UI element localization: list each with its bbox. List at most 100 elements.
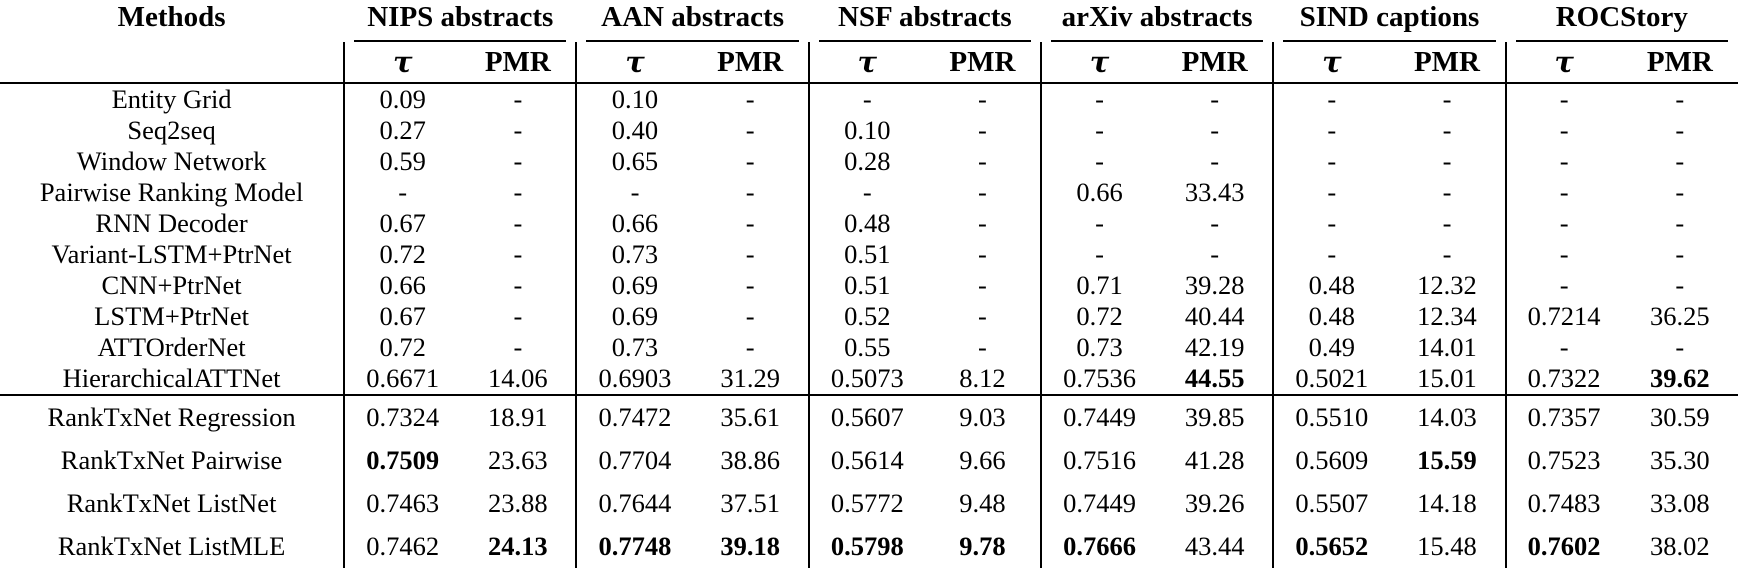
- metric-value: -: [1210, 84, 1220, 114]
- metric-value: -: [745, 84, 755, 114]
- metric-value: -: [1442, 115, 1452, 145]
- metric-value: 39.26: [1184, 488, 1245, 518]
- method-name: RankTxNet ListNet: [66, 488, 277, 518]
- metric-value: -: [745, 301, 755, 331]
- metric-value: 0.7322: [1504, 363, 1622, 395]
- metric-value: -: [978, 146, 987, 176]
- metric-value: 23.63: [488, 445, 548, 475]
- metric-value: -: [1039, 115, 1158, 146]
- metric-value: 0.7748: [575, 525, 693, 568]
- metric-value: 0.10: [807, 115, 925, 146]
- metric-value: -: [513, 177, 523, 207]
- metric-value: 15.48: [1417, 531, 1477, 561]
- dataset-group-label: SIND captions: [1283, 1, 1496, 42]
- metric-value: 0.66: [343, 270, 461, 301]
- metric-value: -: [513, 301, 523, 331]
- metric-value: -: [513, 239, 523, 269]
- metric-value: -: [1210, 115, 1220, 145]
- metric-value: -: [745, 332, 755, 362]
- metric-value: -: [1272, 83, 1390, 115]
- metric-value: -: [1272, 146, 1390, 177]
- pmr-metric-header: PMR: [460, 42, 577, 84]
- dataset-group-header-row: Methods NIPS abstracts AAN abstracts NSF a…: [0, 0, 1738, 84]
- method-name: RankTxNet Pairwise: [60, 445, 283, 475]
- metric-value: -: [513, 332, 523, 362]
- metric-value: 0.52: [807, 301, 925, 332]
- table-row: Pairwise Ranking Model - - - - - -0.66 33.43- - -…: [0, 177, 1738, 208]
- metric-value: 0.7449: [1039, 395, 1158, 439]
- dataset-group-label: AAN abstracts: [586, 1, 799, 42]
- metric-value: 0.73: [1039, 332, 1158, 363]
- metric-value: 0.51: [807, 270, 925, 301]
- pmr-metric-header: PMR: [1621, 42, 1738, 84]
- table-row: RankTxNet Regression 0.7324 18.91 0.7472 35.…: [0, 395, 1738, 439]
- metric-value: 15.59: [1417, 445, 1477, 475]
- metric-value: 0.7214: [1504, 301, 1622, 332]
- metric-value: 0.66: [1039, 177, 1158, 208]
- metric-value: 0.7516: [1039, 439, 1158, 482]
- method-name: CNN+PtrNet: [101, 270, 242, 300]
- ranktxnet-methods-section: RankTxNet Regression 0.7324 18.91 0.7472 35.…: [0, 395, 1738, 568]
- metric-value: -: [978, 332, 987, 362]
- metric-value: 0.7357: [1504, 395, 1622, 439]
- table-row: RankTxNet ListMLE 0.7462 24.13 0.7748 39.18 0…: [0, 525, 1738, 568]
- metric-value: 0.7472: [575, 395, 693, 439]
- metric-value: 0.5609: [1272, 439, 1390, 482]
- metric-value: -: [513, 208, 523, 238]
- method-name: Entity Grid: [111, 84, 232, 114]
- metric-value: 0.7644: [575, 482, 693, 525]
- metric-value: 0.7483: [1504, 482, 1622, 525]
- dataset-group-label: NIPS abstracts: [354, 1, 567, 42]
- metric-value: 8.12: [959, 363, 1006, 393]
- metric-value: 0.69: [575, 270, 693, 301]
- metric-value: -: [978, 270, 987, 300]
- metric-value: 0.51: [807, 239, 925, 270]
- metric-value: -: [1272, 239, 1390, 270]
- metric-value: -: [978, 208, 987, 238]
- metric-value: -: [745, 239, 755, 269]
- method-name: Window Network: [76, 146, 267, 176]
- metric-value: 0.7324: [343, 395, 461, 439]
- metric-value: 0.5021: [1272, 363, 1390, 395]
- metric-header-row: τ PMR τ PMR τ PMR τ PMR τ PMR τ PMR: [0, 42, 1738, 84]
- method-name: ATTOrderNet: [97, 332, 246, 362]
- table-row: Entity Grid 0.09 - 0.10 - - - - - - - - -: [0, 83, 1738, 115]
- methods-column-header: Methods: [0, 0, 345, 84]
- tau-metric-header: τ: [575, 42, 693, 84]
- metric-value: 0.67: [343, 208, 461, 239]
- metric-value: -: [1272, 177, 1390, 208]
- metric-value: 43.44: [1184, 531, 1245, 561]
- metric-value: -: [1210, 208, 1220, 238]
- metric-value: -: [1210, 146, 1220, 176]
- metric-value: -: [513, 146, 523, 176]
- metric-value: 31.29: [720, 363, 780, 393]
- metric-value: -: [1442, 239, 1452, 269]
- metric-value: 0.7704: [575, 439, 693, 482]
- tau-metric-header: τ: [343, 42, 461, 84]
- metric-value: -: [978, 177, 987, 207]
- table-row: RankTxNet Pairwise 0.7509 23.63 0.7704 38.86…: [0, 439, 1738, 482]
- metric-value: -: [1675, 239, 1685, 269]
- metric-value: -: [1675, 332, 1685, 362]
- metric-value: 38.86: [720, 445, 780, 475]
- metric-value: 0.28: [807, 146, 925, 177]
- metric-value: 9.78: [959, 531, 1006, 561]
- metric-value: -: [745, 146, 755, 176]
- dataset-group-header: AAN abstracts: [576, 0, 808, 42]
- metric-value: 0.48: [807, 208, 925, 239]
- metric-value: 0.72: [1039, 301, 1158, 332]
- metric-value: 39.18: [720, 531, 780, 561]
- metric-value: -: [1210, 239, 1220, 269]
- table-row: CNN+PtrNet 0.66 - 0.69 - 0.51 - 0.71 39.28 0.48 12…: [0, 270, 1738, 301]
- metric-value: -: [1272, 208, 1390, 239]
- metric-value: 40.44: [1184, 301, 1245, 331]
- metric-value: -: [1675, 146, 1685, 176]
- table-header: Methods NIPS abstracts AAN abstracts NSF a…: [0, 0, 1738, 84]
- dataset-group-header: ROCStory: [1506, 0, 1738, 42]
- metric-value: 0.7666: [1039, 525, 1158, 568]
- metric-value: 0.27: [343, 115, 461, 146]
- metric-value: 12.34: [1417, 301, 1477, 331]
- tau-metric-header: τ: [1039, 42, 1158, 84]
- metric-value: 0.72: [343, 332, 461, 363]
